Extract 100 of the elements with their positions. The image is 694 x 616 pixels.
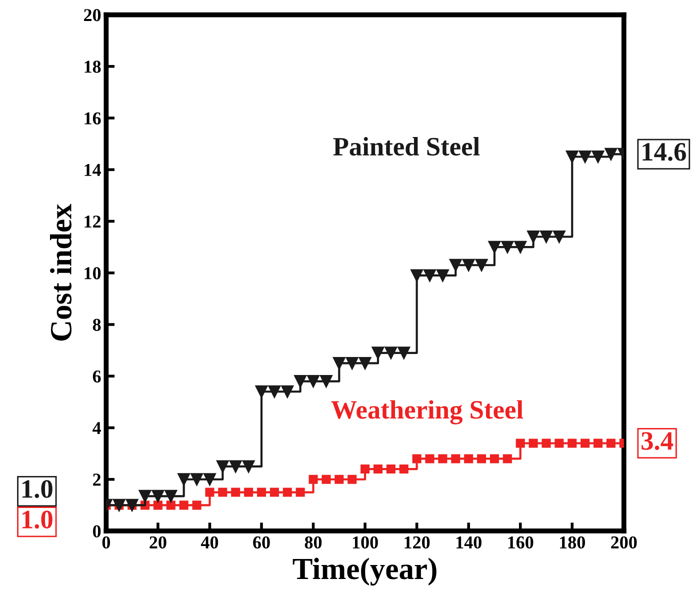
point <box>216 460 229 473</box>
y-tick-label: 0 <box>92 525 101 538</box>
y-tick-label: 4 <box>92 422 101 434</box>
point <box>449 258 462 272</box>
point <box>410 269 424 282</box>
data-label: 1.0 <box>22 480 52 498</box>
point <box>606 438 616 448</box>
point <box>436 269 449 282</box>
point <box>164 490 178 502</box>
point <box>477 454 486 464</box>
point <box>307 375 320 388</box>
data-label: 14.6 <box>642 143 686 161</box>
series-label: Weathering Steel <box>331 400 524 424</box>
point <box>322 474 331 484</box>
data-label: 1.0 <box>22 510 52 529</box>
point <box>488 240 501 254</box>
x-tick-label: 180 <box>560 536 585 549</box>
y-tick-label: 20 <box>84 9 101 22</box>
point <box>178 473 190 486</box>
point <box>360 464 370 474</box>
point <box>386 464 396 474</box>
point <box>412 454 422 464</box>
point <box>281 385 294 398</box>
y-axis-title: Cost index <box>50 204 72 341</box>
x-tick-label: 120 <box>404 536 430 549</box>
point <box>566 150 578 163</box>
point <box>320 375 332 388</box>
x-tick-label: 100 <box>352 536 378 549</box>
point <box>554 438 564 448</box>
x-axis-title: Time(year) <box>292 558 436 586</box>
point <box>373 464 382 474</box>
point <box>296 488 305 497</box>
point <box>190 473 204 486</box>
point <box>514 240 527 254</box>
point <box>542 438 551 448</box>
data-label: 3.4 <box>642 432 674 450</box>
point <box>192 500 202 510</box>
point <box>552 230 566 244</box>
point <box>152 490 164 502</box>
point <box>475 258 488 272</box>
x-tick-label: 140 <box>456 536 482 549</box>
x-tick-label: 60 <box>253 536 270 549</box>
point <box>592 150 604 163</box>
point <box>502 454 512 464</box>
point <box>464 454 474 464</box>
point <box>578 150 592 163</box>
point <box>490 454 499 464</box>
point <box>527 230 540 244</box>
point <box>438 454 448 464</box>
y-tick-label: 8 <box>92 318 101 331</box>
point <box>346 356 358 370</box>
point <box>231 488 240 497</box>
point <box>138 490 152 502</box>
point <box>332 356 346 370</box>
point <box>604 148 618 160</box>
point <box>166 500 176 510</box>
point <box>244 488 254 497</box>
point <box>334 474 344 484</box>
x-tick-label: 160 <box>508 536 534 549</box>
y-tick-label: 6 <box>92 370 101 383</box>
point <box>451 454 460 464</box>
point <box>256 488 266 497</box>
point <box>580 438 590 448</box>
point <box>270 488 279 497</box>
point <box>308 474 318 484</box>
point <box>399 464 408 474</box>
point <box>501 240 514 254</box>
x-tick-label: 80 <box>304 536 322 549</box>
y-tick-label: 14 <box>84 164 101 176</box>
point <box>398 346 410 360</box>
y-tick-label: 12 <box>84 216 101 228</box>
point <box>516 438 525 448</box>
point <box>242 460 255 473</box>
point <box>462 258 475 272</box>
y-tick-label: 10 <box>84 267 101 280</box>
point <box>229 460 242 473</box>
x-tick-label: 0 <box>102 536 110 549</box>
point <box>205 488 214 497</box>
point <box>255 385 268 398</box>
point <box>203 473 216 486</box>
x-tick-label: 200 <box>611 536 637 549</box>
point <box>179 500 188 510</box>
point <box>268 385 281 398</box>
point <box>294 375 307 388</box>
point <box>153 500 162 510</box>
x-tick-label: 40 <box>200 536 218 549</box>
point <box>528 438 538 448</box>
point <box>358 356 372 370</box>
y-tick-label: 18 <box>84 60 101 73</box>
text: Painted Steel <box>333 137 480 156</box>
point <box>568 438 577 448</box>
point <box>540 230 552 244</box>
x-tick-label: 20 <box>150 536 166 549</box>
point <box>424 269 436 282</box>
point <box>348 474 357 484</box>
point <box>384 346 398 360</box>
point <box>218 488 228 497</box>
point <box>425 454 434 464</box>
point <box>282 488 292 497</box>
y-tick-label: 2 <box>93 474 101 486</box>
